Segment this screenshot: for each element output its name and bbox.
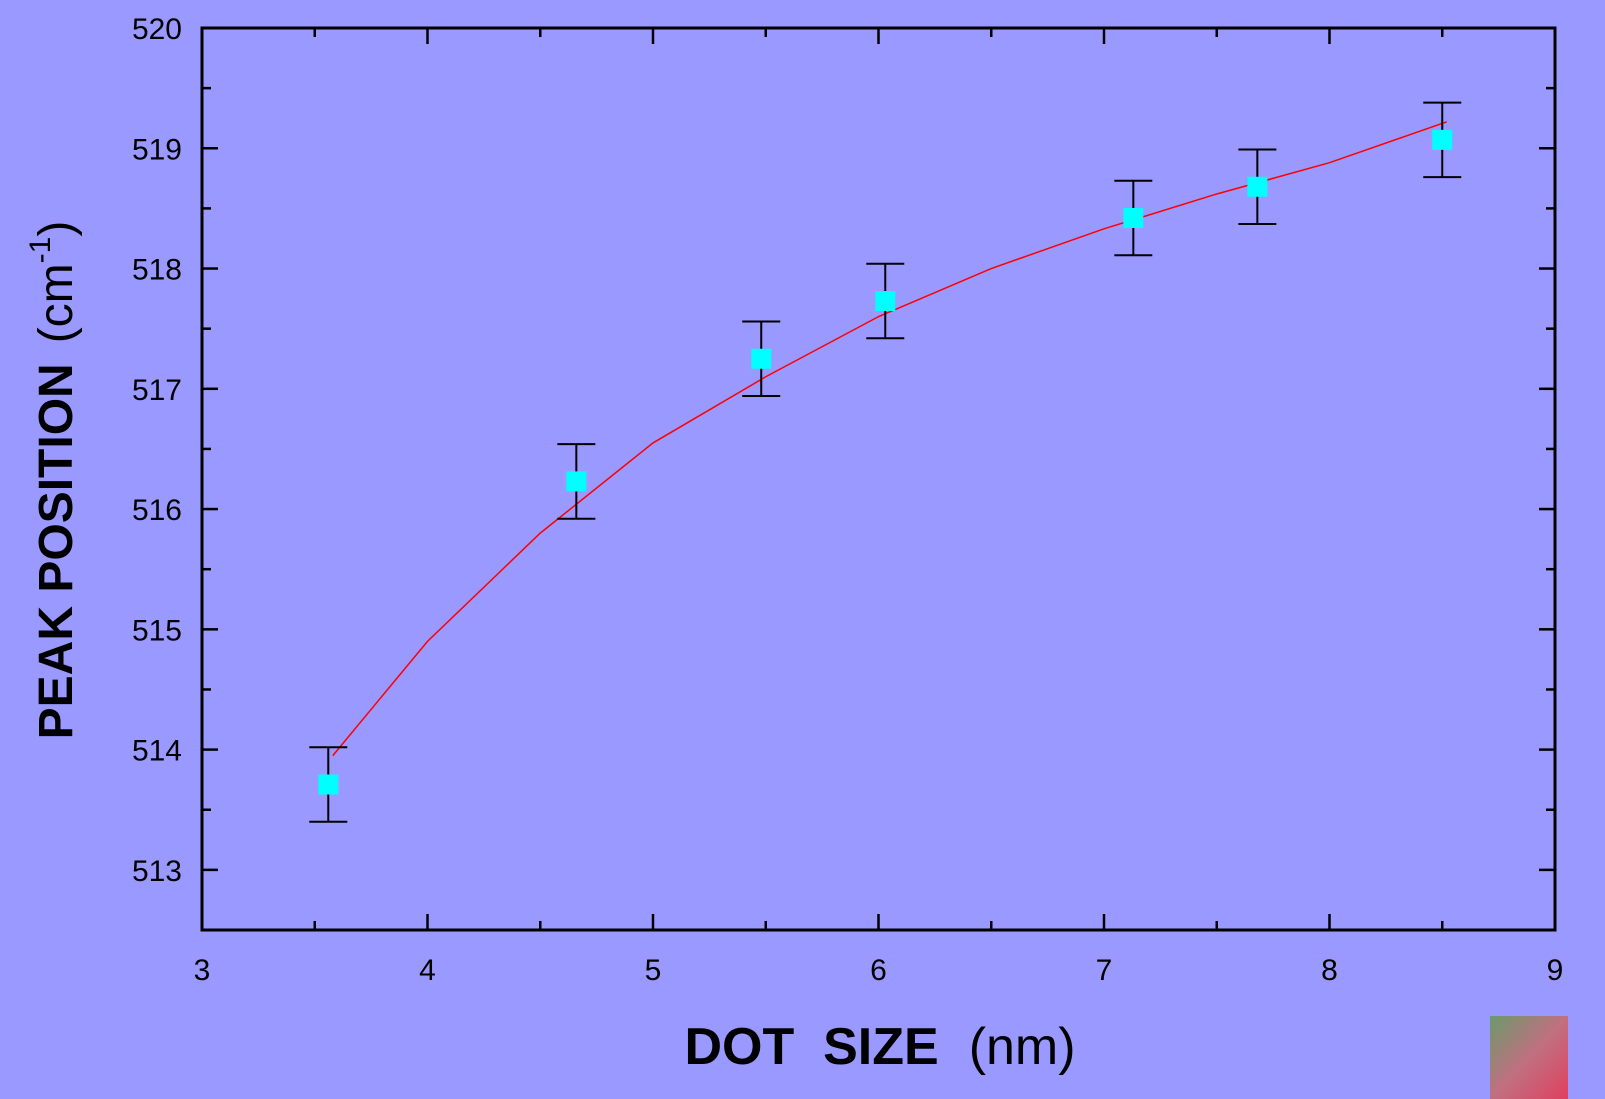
x-tick-label: 9 — [1547, 954, 1564, 987]
marker — [566, 471, 586, 491]
x-tick-label: 5 — [645, 954, 662, 987]
thumbnail — [1490, 1016, 1568, 1099]
x-tick-label: 8 — [1321, 954, 1338, 987]
y-tick-label: 514 — [132, 735, 182, 768]
y-tick-label: 517 — [132, 374, 182, 407]
marker — [1123, 208, 1143, 228]
y-tick-label: 515 — [132, 614, 182, 647]
fit-line — [333, 122, 1447, 756]
y-tick-label: 513 — [132, 855, 182, 888]
y-tick-label: 519 — [132, 133, 182, 166]
x-tick-label: 6 — [870, 954, 887, 987]
y-unit-close: ) — [30, 221, 83, 237]
marker — [875, 291, 895, 311]
chart: DOT SIZE (nm) PEAK POSITION (cm-1) 3 4 5 6 7 8 9… — [0, 0, 1605, 1099]
x-label: DOT SIZE — [684, 1018, 938, 1076]
x-unit: (nm) — [969, 1018, 1076, 1076]
x-tick-label: 4 — [419, 954, 436, 987]
marker — [1247, 177, 1267, 197]
x-tick-label: 3 — [194, 954, 211, 987]
x-axis-title: DOT SIZE (nm) — [684, 1018, 1075, 1076]
y-axis-title: PEAK POSITION (cm-1) — [24, 221, 83, 740]
y-tick-label: 516 — [132, 494, 182, 527]
y-unit: (cm — [30, 263, 83, 343]
plot-frame — [202, 28, 1555, 930]
y-label: PEAK POSITION — [30, 363, 83, 739]
marker — [1432, 130, 1452, 150]
y-tick-label: 520 — [132, 13, 182, 46]
x-tick-label: 7 — [1096, 954, 1113, 987]
y-tick-label: 518 — [132, 254, 182, 287]
y-unit-sup: -1 — [24, 237, 57, 264]
marker — [751, 349, 771, 369]
marker — [318, 774, 338, 794]
